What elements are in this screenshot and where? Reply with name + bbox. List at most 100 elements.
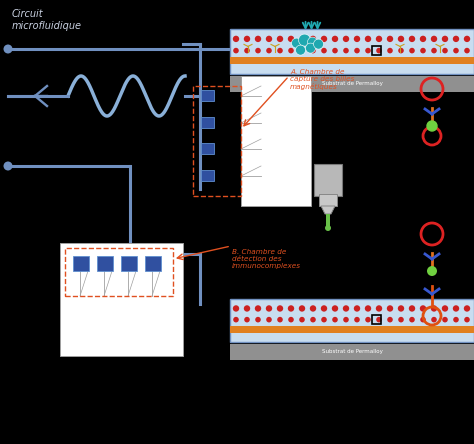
Circle shape [288,48,294,53]
Circle shape [354,305,360,312]
Text: Substrat de Permalloy: Substrat de Permalloy [321,349,383,354]
Circle shape [453,48,459,53]
Text: A. Chambre de
capture des billes
magnétiques: A. Chambre de capture des billes magnéti… [290,69,355,90]
Circle shape [431,317,437,322]
Circle shape [409,48,415,53]
Circle shape [354,48,360,53]
Circle shape [354,317,360,322]
Circle shape [325,225,331,231]
Circle shape [299,317,305,322]
Circle shape [288,36,294,42]
Bar [73,256,89,271]
Circle shape [313,39,324,49]
Circle shape [365,305,371,312]
Bar [319,194,337,206]
Circle shape [453,36,459,42]
Circle shape [3,44,12,53]
Circle shape [266,36,272,42]
Circle shape [442,305,448,312]
Circle shape [295,45,306,55]
Circle shape [277,317,283,322]
Circle shape [233,317,239,322]
Bar [230,344,474,360]
Text: B. Chambre de
détection des
immunocomplexes: B. Chambre de détection des immunocomple… [232,249,301,269]
Circle shape [464,305,470,312]
Circle shape [277,305,283,312]
Circle shape [442,36,448,42]
Circle shape [332,36,338,42]
Bar [230,76,474,92]
Circle shape [321,36,327,42]
Circle shape [266,317,272,322]
Bar [241,76,311,206]
Bar [230,325,474,333]
Circle shape [376,317,382,322]
Circle shape [431,48,437,53]
Circle shape [255,305,261,312]
Bar [230,299,474,342]
Circle shape [310,317,316,322]
Circle shape [398,305,404,312]
Circle shape [420,48,426,53]
Circle shape [343,317,349,322]
Circle shape [299,36,305,42]
Circle shape [310,305,316,312]
Circle shape [464,36,470,42]
Circle shape [332,48,338,53]
Circle shape [310,48,316,53]
Circle shape [255,317,261,322]
Circle shape [387,48,393,53]
Circle shape [277,36,283,42]
Bar [373,46,382,55]
Circle shape [233,305,239,312]
Circle shape [442,317,448,322]
Circle shape [453,317,459,322]
Circle shape [343,48,349,53]
Circle shape [244,305,250,312]
Circle shape [409,317,415,322]
Circle shape [343,36,349,42]
Bar [193,86,241,196]
Circle shape [321,317,327,322]
Circle shape [310,36,316,42]
Bar [201,143,214,154]
Circle shape [299,48,305,53]
Circle shape [409,305,415,312]
Circle shape [398,36,404,42]
Bar [201,170,214,181]
Bar [201,90,214,101]
Circle shape [306,43,316,53]
Circle shape [398,48,404,53]
Bar [326,214,330,228]
Circle shape [376,305,382,312]
Circle shape [255,36,261,42]
Circle shape [409,36,415,42]
Circle shape [365,48,371,53]
Circle shape [292,38,301,48]
Circle shape [266,48,272,53]
Bar [314,164,342,196]
Circle shape [427,121,437,131]
Bar [230,29,474,74]
Circle shape [321,305,327,312]
Circle shape [288,317,294,322]
Circle shape [321,48,327,53]
Circle shape [288,305,294,312]
Text: Circuit
microfluidique: Circuit microfluidique [12,9,82,31]
Circle shape [376,48,382,53]
Bar [60,243,183,356]
Circle shape [464,317,470,322]
Circle shape [420,305,426,312]
Circle shape [233,48,239,53]
Circle shape [299,34,310,46]
Circle shape [244,317,250,322]
Circle shape [332,317,338,322]
Circle shape [244,48,250,53]
Circle shape [233,36,239,42]
Circle shape [387,305,393,312]
Circle shape [420,317,426,322]
Bar [65,248,173,296]
Circle shape [431,305,437,312]
Circle shape [376,36,382,42]
Bar [145,256,161,271]
